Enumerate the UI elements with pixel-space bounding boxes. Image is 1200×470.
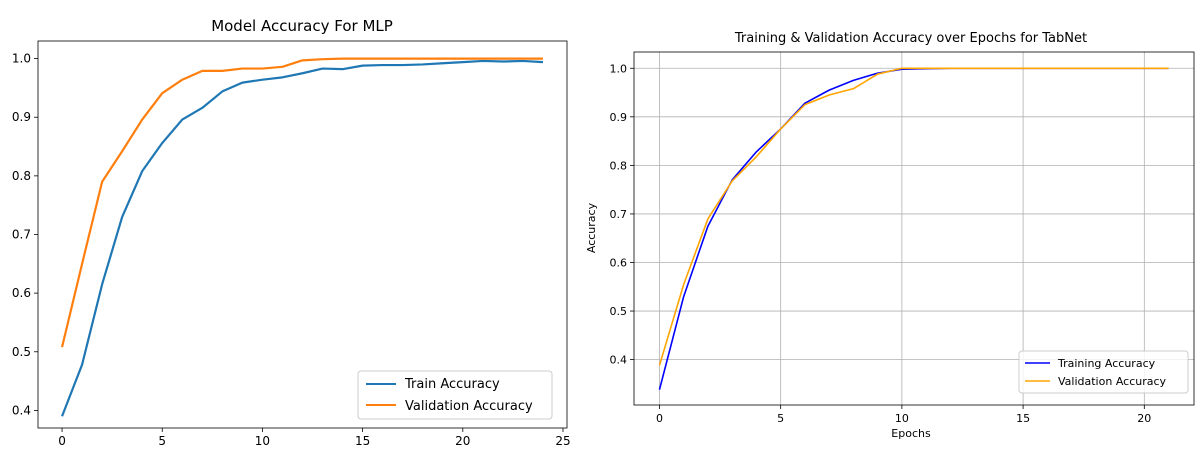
x-tick-label: 0	[656, 412, 663, 425]
y-tick-label: 0.5	[12, 345, 31, 359]
legend-box	[357, 370, 553, 420]
x-tick-label: 10	[895, 412, 909, 425]
x-tick-label: 20	[455, 434, 470, 448]
legend-label: Validation Accuracy	[405, 399, 533, 414]
tabnet-accuracy-chart: Training & Validation Accuracy over Epoc…	[585, 31, 1195, 440]
y-tick-label: 1.0	[12, 52, 31, 66]
mlp-accuracy-chart: Model Accuracy For MLP 0 5 10 15 20 25 0.4 0.5 0…	[12, 17, 571, 448]
series-line-validation	[658, 67, 1169, 366]
series-line-train	[61, 59, 544, 417]
x-axis-label: Epochs	[891, 427, 931, 440]
x-tick-label: 10	[255, 434, 270, 448]
legend: Train Accuracy Validation Accuracy	[357, 370, 553, 420]
y-tick-label: 0.8	[610, 159, 628, 172]
x-tick-label: 5	[777, 412, 784, 425]
legend: Training Accuracy Validation Accuracy	[1018, 350, 1189, 394]
y-tick-label: 0.6	[610, 256, 628, 269]
y-tick-label: 0.4	[610, 354, 628, 367]
chart-title: Model Accuracy For MLP	[211, 17, 393, 35]
y-axis-label: Accuracy	[585, 202, 598, 253]
y-tick-label: 0.5	[610, 305, 628, 318]
y-tick-label: 1.0	[610, 62, 628, 75]
legend-label: Validation Accuracy	[1058, 375, 1167, 388]
legend-box	[1018, 350, 1189, 394]
series-line-validation	[60, 57, 543, 348]
y-tick-label: 0.7	[12, 228, 31, 242]
x-tick-label: 5	[158, 434, 166, 448]
plot-frame	[633, 51, 1195, 406]
x-tick-label: 15	[1016, 412, 1030, 425]
x-tick-label: 15	[355, 434, 370, 448]
y-tick-label: 0.6	[12, 286, 31, 300]
y-tick-label: 0.4	[12, 403, 31, 417]
y-tick-label: 0.7	[610, 208, 628, 221]
x-tick-label: 25	[555, 434, 570, 448]
y-tick-label: 0.8	[12, 169, 31, 183]
legend-label: Train Accuracy	[404, 377, 500, 392]
legend-label: Training Accuracy	[1057, 357, 1156, 370]
y-tick-label: 0.9	[610, 111, 628, 124]
y-tick-label: 0.9	[12, 110, 31, 124]
plot-frame	[37, 40, 568, 429]
x-tick-label: 0	[58, 434, 66, 448]
chart-title: Training & Validation Accuracy over Epoc…	[734, 31, 1087, 46]
x-tick-label: 20	[1137, 412, 1151, 425]
